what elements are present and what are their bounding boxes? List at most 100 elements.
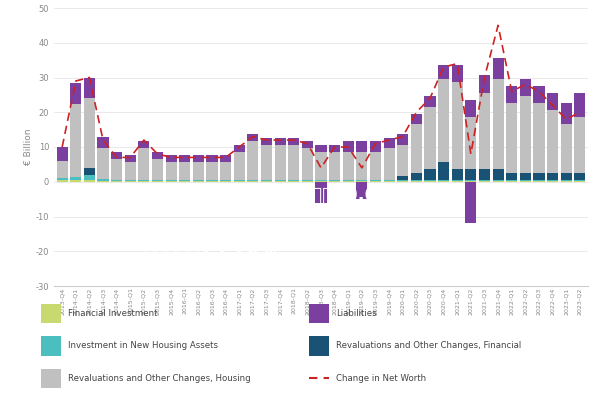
Bar [233, 180, 245, 181]
Bar [309, 336, 329, 356]
Bar [70, 83, 82, 104]
Bar [411, 114, 422, 124]
Bar [41, 336, 61, 356]
Bar [316, 181, 326, 182]
Text: Financial Investment: Financial Investment [68, 309, 157, 318]
Bar [275, 145, 286, 180]
Bar [465, 117, 476, 169]
Bar [547, 180, 558, 181]
Bar [370, 152, 381, 180]
Bar [125, 181, 136, 182]
Bar [166, 181, 177, 182]
Bar [452, 169, 463, 180]
Bar [70, 176, 82, 180]
Text: Investment in New Housing Assets: Investment in New Housing Assets [68, 342, 218, 350]
Text: 股票融资融券规则 7月23日文灿转债下跌0.02%，: 股票融资融券规则 7月23日文灿转债下跌0.02%， [119, 186, 421, 205]
Bar [193, 181, 204, 182]
Bar [302, 142, 313, 148]
Bar [56, 147, 68, 161]
Text: Liabilities: Liabilities [336, 309, 376, 318]
Bar [479, 181, 490, 182]
Bar [438, 65, 449, 79]
Bar [506, 103, 517, 173]
Bar [111, 152, 122, 159]
Bar [383, 138, 395, 148]
Bar [574, 180, 586, 181]
Bar [560, 173, 572, 180]
Bar [465, 180, 476, 181]
Bar [438, 79, 449, 162]
Bar [411, 180, 422, 181]
Bar [465, 182, 476, 224]
Bar [343, 181, 354, 182]
Bar [247, 142, 259, 180]
Text: Revaluations and Other Changes, Housing: Revaluations and Other Changes, Housing [68, 374, 251, 383]
Bar [383, 148, 395, 180]
Bar [84, 168, 95, 175]
Bar [520, 181, 531, 182]
Bar [438, 181, 449, 182]
Bar [125, 155, 136, 162]
Bar [411, 124, 422, 173]
Bar [370, 142, 381, 152]
Bar [560, 103, 572, 124]
Bar [166, 162, 177, 180]
Bar [533, 181, 545, 182]
Bar [56, 161, 68, 178]
Text: Revaluations and Other Changes, Financial: Revaluations and Other Changes, Financia… [336, 342, 521, 350]
Bar [506, 86, 517, 103]
Bar [397, 134, 409, 145]
Bar [383, 180, 395, 181]
Bar [574, 93, 586, 117]
Bar [179, 155, 190, 162]
Bar [70, 180, 82, 182]
Bar [520, 79, 531, 96]
Bar [356, 180, 367, 181]
Bar [356, 182, 367, 199]
Bar [479, 169, 490, 180]
Bar [452, 180, 463, 181]
Bar [166, 155, 177, 162]
Bar [56, 178, 68, 180]
Bar [506, 180, 517, 181]
Bar [41, 304, 61, 323]
Bar [329, 152, 340, 180]
Bar [152, 180, 163, 181]
Bar [329, 145, 340, 152]
Bar [397, 181, 409, 182]
Bar [111, 159, 122, 180]
Bar [233, 181, 245, 182]
Bar [424, 181, 436, 182]
Bar [247, 181, 259, 182]
Bar [479, 76, 490, 93]
Bar [97, 148, 109, 179]
Bar [397, 180, 409, 181]
Bar [233, 145, 245, 152]
Bar [520, 173, 531, 180]
Bar [166, 180, 177, 181]
Bar [316, 145, 326, 152]
Bar [452, 181, 463, 182]
Bar [329, 181, 340, 182]
Bar [152, 181, 163, 182]
Bar [370, 180, 381, 181]
Bar [411, 173, 422, 180]
Bar [179, 162, 190, 180]
Bar [438, 162, 449, 180]
Bar [111, 181, 122, 182]
Bar [329, 180, 340, 181]
Bar [302, 181, 313, 182]
Bar [275, 138, 286, 145]
Bar [220, 180, 231, 181]
Text: Change in Net Worth: Change in Net Worth [336, 374, 426, 383]
Bar [356, 181, 367, 182]
Bar [533, 86, 545, 103]
Bar [506, 181, 517, 182]
Bar [560, 181, 572, 182]
Bar [560, 180, 572, 181]
Bar [316, 182, 326, 202]
Bar [574, 173, 586, 180]
Bar [411, 181, 422, 182]
Bar [220, 155, 231, 162]
Bar [479, 180, 490, 181]
